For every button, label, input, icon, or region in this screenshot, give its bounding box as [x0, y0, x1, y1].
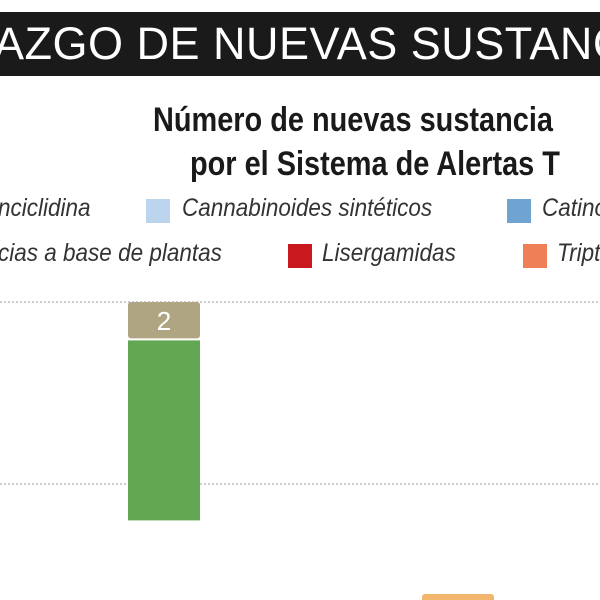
legend-label-lisergamidas: Lisergamidas [322, 239, 456, 267]
legend-swatch-triptaminas [523, 244, 547, 268]
legend-label-plantas: cias a base de plantas [0, 239, 222, 267]
bar-value-label: 2 [157, 306, 171, 336]
header-banner: AZGO DE NUEVAS SUSTANCIA [0, 12, 600, 76]
legend-swatch-lisergamidas [288, 244, 312, 268]
bar-segment [128, 340, 200, 521]
legend-label-catinonas: Catino [542, 194, 600, 222]
chart-title-line1: Número de nuevas sustancia [153, 101, 553, 139]
bar-segment [422, 594, 494, 600]
chart-title-line2: por el Sistema de Alertas T [190, 145, 560, 183]
legend-label-triptaminas: Tript [557, 239, 600, 267]
legend-swatch-catinonas [507, 199, 531, 223]
legend-swatch-cannabinoides [146, 199, 170, 223]
bar-segment [128, 302, 200, 339]
legend-label-fenciclidina: nciclidina [0, 194, 91, 222]
banner-text: AZGO DE NUEVAS SUSTANCIA [0, 18, 600, 69]
legend-label-cannabinoides: Cannabinoides sintéticos [182, 194, 433, 222]
bar-value-label: 10 [150, 540, 179, 570]
